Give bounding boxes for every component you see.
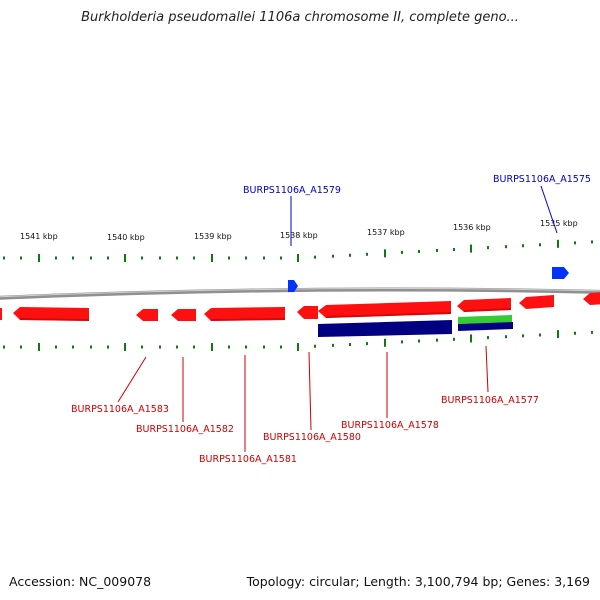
gene-a1579-feature[interactable] bbox=[288, 280, 298, 292]
gene-label-a1581[interactable]: BURPS1106A_A1581 bbox=[199, 454, 297, 465]
gene-arrow-137[interactable] bbox=[136, 309, 158, 321]
topology-text: Topology: circular; Length: 3,100,794 bp… bbox=[246, 574, 590, 589]
navy-feature-1[interactable] bbox=[318, 320, 452, 337]
kbp-label-1541: 1541 kbp bbox=[20, 232, 58, 241]
kbp-label-1540: 1540 kbp bbox=[107, 233, 145, 242]
gene-label-a1575[interactable]: BURPS1106A_A1575 bbox=[493, 174, 591, 185]
gene-a1578-arrow[interactable] bbox=[318, 301, 451, 318]
gene-a1580-arrow[interactable] bbox=[297, 306, 318, 319]
gene-label-a1577[interactable]: BURPS1106A_A1577 bbox=[441, 395, 539, 406]
gene-a1575-feature[interactable] bbox=[552, 267, 569, 279]
upper-tick-row bbox=[3, 239, 593, 262]
gene-a1581-arrow[interactable] bbox=[204, 307, 285, 321]
gene-label-a1580[interactable]: BURPS1106A_A1580 bbox=[263, 432, 361, 443]
accession-text: Accession: NC_009078 bbox=[9, 574, 152, 589]
gene-arrow-left-edge[interactable] bbox=[0, 308, 2, 320]
gene-a1582-arrow[interactable] bbox=[171, 309, 196, 321]
gene-label-a1578[interactable]: BURPS1106A_A1578 bbox=[341, 420, 439, 431]
gene-label-a1582[interactable]: BURPS1106A_A1582 bbox=[136, 424, 234, 435]
other-features[interactable] bbox=[318, 315, 513, 337]
gene-labels: BURPS1106A_A1579 BURPS1106A_A1575 BURPS1… bbox=[71, 174, 591, 465]
gene-arrow-525[interactable] bbox=[519, 295, 554, 309]
kbp-label-1535: 1535 kbp bbox=[540, 219, 578, 228]
reverse-strand-genes[interactable] bbox=[0, 292, 600, 321]
gene-label-a1579[interactable]: BURPS1106A_A1579 bbox=[243, 185, 341, 196]
kbp-label-1538: 1538 kbp bbox=[280, 231, 318, 240]
kbp-label-1539: 1539 kbp bbox=[194, 232, 232, 241]
kbp-scale: 1541 kbp 1540 kbp 1539 kbp 1538 kbp 1537… bbox=[20, 219, 578, 242]
label-leaders bbox=[117, 185, 558, 452]
kbp-label-1537: 1537 kbp bbox=[367, 228, 405, 237]
navy-feature-2[interactable] bbox=[458, 322, 513, 331]
forward-strand-features[interactable] bbox=[288, 267, 569, 292]
map-title: Burkholderia pseudomallei 1106a chromoso… bbox=[81, 10, 519, 25]
lower-tick-row bbox=[3, 330, 593, 351]
gene-label-a1583[interactable]: BURPS1106A_A1583 bbox=[71, 404, 169, 415]
gene-a1577-arrow[interactable] bbox=[457, 298, 511, 312]
gene-arrow-right-edge[interactable] bbox=[583, 292, 600, 305]
kbp-label-1536: 1536 kbp bbox=[453, 223, 491, 232]
gene-a1583-arrow[interactable] bbox=[13, 307, 89, 321]
chromosome-backbone bbox=[0, 287, 600, 300]
green-feature[interactable] bbox=[458, 315, 512, 324]
